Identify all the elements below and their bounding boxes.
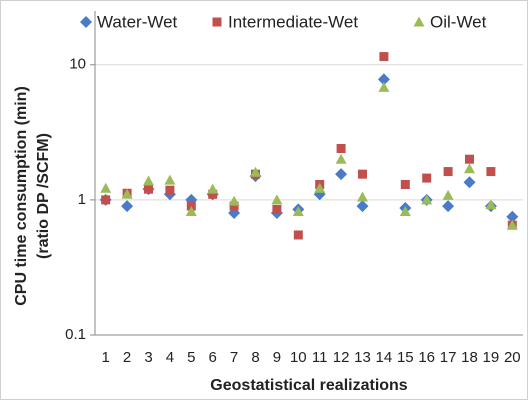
data-point	[442, 189, 454, 200]
data-point	[208, 189, 218, 199]
data-point	[143, 175, 154, 186]
x-tick-label: 10	[290, 349, 307, 366]
data-point	[335, 168, 348, 181]
legend-marker	[413, 16, 425, 27]
x-tick-label: 4	[166, 349, 174, 366]
legend-label: Water-Wet	[97, 12, 178, 31]
data-point	[399, 206, 411, 217]
x-tick-label: 20	[504, 349, 521, 366]
y-axis-title: (ratio DP /SCFM)	[35, 133, 52, 259]
data-point	[421, 194, 433, 205]
data-point	[250, 166, 261, 177]
legend-marker	[212, 17, 222, 27]
data-point	[358, 169, 367, 179]
data-point	[464, 163, 475, 174]
x-tick-label: 15	[397, 349, 414, 366]
data-point	[121, 200, 134, 213]
x-tick-label: 1	[102, 349, 110, 366]
y-tick-label: 1	[78, 191, 86, 208]
data-point	[356, 200, 369, 213]
x-tick-label: 7	[230, 349, 238, 366]
x-tick-label: 14	[376, 349, 393, 366]
data-point	[207, 183, 219, 194]
x-tick-label: 18	[461, 349, 478, 366]
data-point	[422, 173, 432, 183]
x-tick-label: 5	[187, 349, 195, 366]
data-point	[228, 195, 240, 206]
x-tick-label: 17	[440, 349, 457, 366]
data-point	[379, 52, 389, 62]
data-point	[293, 230, 303, 240]
x-tick-label: 8	[251, 349, 259, 366]
x-tick-label: 6	[209, 349, 217, 366]
x-tick-label: 11	[312, 349, 328, 366]
data-point	[443, 167, 453, 177]
data-point	[314, 182, 326, 193]
data-point	[485, 199, 497, 210]
data-point	[465, 154, 474, 164]
data-point	[377, 73, 390, 86]
x-tick-label: 19	[483, 349, 500, 366]
data-point	[229, 201, 239, 211]
legend-label: Intermediate-Wet	[228, 12, 358, 31]
data-point	[357, 191, 368, 202]
data-point	[144, 184, 153, 194]
x-tick-label: 12	[333, 349, 350, 366]
data-point	[185, 206, 197, 217]
y-tick-label: 10	[69, 56, 86, 73]
x-tick-label: 3	[144, 349, 152, 366]
x-tick-label: 16	[418, 349, 435, 366]
data-point	[506, 210, 519, 223]
data-point	[400, 179, 410, 189]
x-tick-label: 9	[273, 349, 281, 366]
data-point	[165, 185, 175, 195]
data-point	[100, 182, 112, 193]
x-axis-title: Geostatistical realizations	[210, 377, 408, 394]
data-point	[121, 188, 133, 199]
data-point	[486, 167, 496, 177]
x-tick-label: 13	[354, 349, 371, 366]
data-point	[272, 204, 282, 214]
data-point	[378, 81, 390, 92]
data-point	[164, 174, 176, 185]
data-point	[292, 206, 304, 217]
legend-label: Oil-Wet	[430, 12, 487, 31]
x-tick-label: 2	[123, 349, 131, 366]
data-point	[335, 153, 347, 164]
data-point	[463, 176, 476, 189]
legend-marker	[80, 16, 92, 28]
y-axis-title: CPU time consumption (min)	[13, 86, 30, 306]
data-point	[271, 194, 283, 205]
data-point	[506, 219, 518, 230]
data-point	[101, 195, 111, 205]
data-point	[442, 200, 455, 213]
y-tick-label: 0.1	[65, 326, 86, 343]
data-point	[336, 144, 346, 154]
